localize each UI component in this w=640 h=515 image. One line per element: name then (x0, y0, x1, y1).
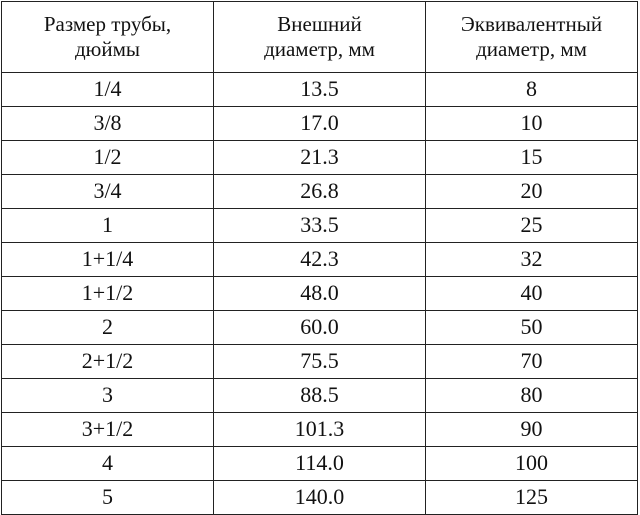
cell-outer-diameter: 26.8 (213, 174, 426, 209)
cell-outer-diameter: 75.5 (213, 344, 426, 379)
cell-equivalent-diameter: 125 (425, 480, 638, 515)
table-body: 1/4 13.5 8 3/8 17.0 10 1/2 21.3 15 3/4 2… (1, 72, 638, 515)
table-row: 3+1/2 101.3 90 (1, 412, 638, 447)
cell-equivalent-diameter: 50 (425, 310, 638, 345)
cell-outer-diameter: 33.5 (213, 208, 426, 243)
header-equivalent-diameter-line1: Эквивалентный (460, 11, 603, 36)
table-row: 3 88.5 80 (1, 378, 638, 413)
table-row: 1/2 21.3 15 (1, 140, 638, 175)
cell-outer-diameter: 60.0 (213, 310, 426, 345)
table-row: 1/4 13.5 8 (1, 72, 638, 107)
cell-pipe-size: 2 (1, 310, 214, 345)
table-row: 1+1/4 42.3 32 (1, 242, 638, 277)
cell-pipe-size: 4 (1, 446, 214, 481)
table-row: 1 33.5 25 (1, 208, 638, 243)
cell-outer-diameter: 140.0 (213, 480, 426, 515)
cell-outer-diameter: 88.5 (213, 378, 426, 413)
cell-pipe-size: 3 (1, 378, 214, 413)
header-row: Размер трубы, дюймы Внешний диаметр, мм … (1, 1, 638, 73)
cell-equivalent-diameter: 8 (425, 72, 638, 107)
cell-pipe-size: 1+1/2 (1, 276, 214, 311)
cell-outer-diameter: 17.0 (213, 106, 426, 141)
table-row: 5 140.0 125 (1, 480, 638, 515)
cell-pipe-size: 1/4 (1, 72, 214, 107)
cell-pipe-size: 2+1/2 (1, 344, 214, 379)
cell-equivalent-diameter: 40 (425, 276, 638, 311)
table-row: 3/4 26.8 20 (1, 174, 638, 209)
header-outer-diameter-line1: Внешний (277, 11, 362, 36)
table-row: 1+1/2 48.0 40 (1, 276, 638, 311)
header-equivalent-diameter: Эквивалентный диаметр, мм (425, 1, 638, 73)
cell-equivalent-diameter: 32 (425, 242, 638, 277)
table-row: 2 60.0 50 (1, 310, 638, 345)
header-pipe-size-line2: дюймы (74, 37, 140, 61)
cell-pipe-size: 1+1/4 (1, 242, 214, 277)
header-outer-diameter-line2: диаметр, мм (264, 37, 375, 61)
cell-outer-diameter: 13.5 (213, 72, 426, 107)
cell-outer-diameter: 114.0 (213, 446, 426, 481)
table-row: 4 114.0 100 (1, 446, 638, 481)
cell-equivalent-diameter: 80 (425, 378, 638, 413)
cell-outer-diameter: 42.3 (213, 242, 426, 277)
table-row: 3/8 17.0 10 (1, 106, 638, 141)
cell-equivalent-diameter: 100 (425, 446, 638, 481)
cell-outer-diameter: 101.3 (213, 412, 426, 447)
cell-equivalent-diameter: 25 (425, 208, 638, 243)
cell-equivalent-diameter: 15 (425, 140, 638, 175)
cell-equivalent-diameter: 20 (425, 174, 638, 209)
cell-pipe-size: 5 (1, 480, 214, 515)
cell-equivalent-diameter: 70 (425, 344, 638, 379)
header-equivalent-diameter-line2: диаметр, мм (476, 37, 587, 61)
cell-outer-diameter: 48.0 (213, 276, 426, 311)
cell-pipe-size: 3+1/2 (1, 412, 214, 447)
cell-outer-diameter: 21.3 (213, 140, 426, 175)
cell-equivalent-diameter: 90 (425, 412, 638, 447)
cell-pipe-size: 1/2 (1, 140, 214, 175)
cell-pipe-size: 1 (1, 208, 214, 243)
header-outer-diameter: Внешний диаметр, мм (213, 1, 426, 73)
cell-pipe-size: 3/4 (1, 174, 214, 209)
cell-equivalent-diameter: 10 (425, 106, 638, 141)
header-pipe-size-line1: Размер трубы, (43, 11, 172, 36)
table-row: 2+1/2 75.5 70 (1, 344, 638, 379)
header-pipe-size: Размер трубы, дюймы (1, 1, 214, 73)
cell-pipe-size: 3/8 (1, 106, 214, 141)
